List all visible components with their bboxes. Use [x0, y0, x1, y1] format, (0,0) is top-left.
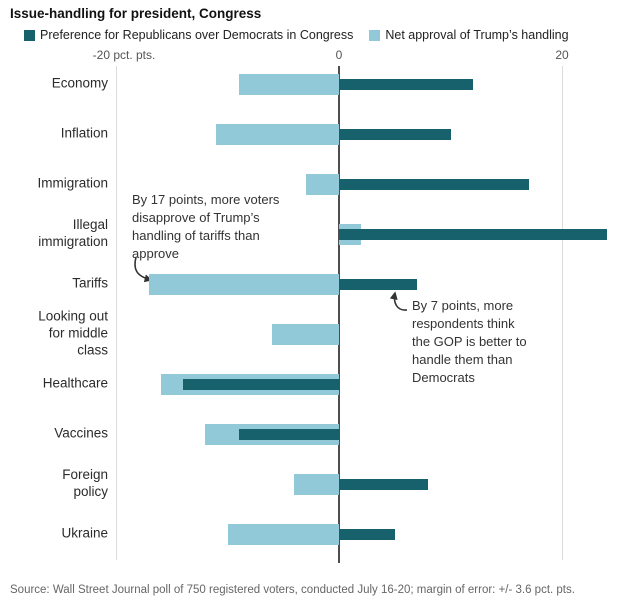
approval-swatch-icon	[369, 29, 381, 41]
gridline--20	[115, 66, 117, 560]
gop-swatch-icon	[24, 29, 35, 41]
approval-bar-inflation	[216, 123, 339, 145]
gop-bar-vaccines	[238, 428, 339, 440]
legend-label-approval: Net approval of Trump’s handling	[385, 28, 569, 42]
gop-bar-ukraine	[339, 528, 395, 540]
approval-bar-foreign-policy	[294, 473, 339, 495]
x-tick-label--20: -20 pct. pts.	[92, 48, 156, 62]
category-label-looking-out-for-middle-class: Looking out for middle class	[38, 308, 108, 358]
category-label-illegal-immigration: Illegal immigration	[38, 217, 108, 249]
gop-bar-foreign-policy	[339, 478, 429, 490]
approval-bar-ukraine	[227, 523, 339, 545]
chart-title: Issue-handling for president, Congress	[10, 6, 262, 21]
gop-bar-illegal-immigration	[339, 228, 607, 240]
legend-label-gop: Preference for Republicans over Democrat…	[40, 28, 354, 42]
category-label-economy: Economy	[51, 75, 108, 91]
gridline-20	[561, 66, 563, 560]
gop-bar-economy	[339, 78, 473, 90]
approval-bar-tariffs	[149, 273, 339, 295]
category-label-immigration: Immigration	[37, 175, 108, 191]
approval-bar-economy	[238, 73, 339, 95]
category-label-foreign-policy: Foreign policy	[62, 467, 108, 499]
approval-bar-immigration	[305, 173, 339, 195]
x-tick-label-0: 0	[335, 48, 343, 62]
gop-bar-inflation	[339, 128, 451, 140]
annotation-tariffs-gop: By 7 points, more respondents think the …	[412, 298, 527, 385]
gop-bar-immigration	[339, 178, 529, 190]
category-label-vaccines: Vaccines	[54, 425, 108, 441]
annotation-arrow-up-icon	[389, 291, 408, 311]
annotation-tariffs-approval: By 17 points, more voters disapprove of …	[132, 192, 280, 261]
gop-bar-tariffs	[339, 278, 418, 290]
category-label-healthcare: Healthcare	[42, 375, 108, 391]
x-tick-label-20: 20	[555, 48, 569, 62]
category-label-inflation: Inflation	[60, 125, 108, 141]
category-label-ukraine: Ukraine	[61, 525, 108, 541]
source-note: Source: Wall Street Journal poll of 750 …	[10, 584, 575, 596]
legend: Preference for Republicans over Democrat…	[24, 28, 569, 42]
category-label-tariffs: Tariffs	[72, 275, 108, 291]
zero-axis-line	[338, 66, 340, 563]
approval-bar-looking-out-for-middle-class	[272, 323, 339, 345]
legend-item-approval: Net approval of Trump’s handling	[369, 28, 569, 42]
gop-bar-healthcare	[182, 378, 339, 390]
annotation-arrow-down-right-icon	[134, 256, 153, 283]
legend-item-gop: Preference for Republicans over Democrat…	[24, 28, 353, 42]
